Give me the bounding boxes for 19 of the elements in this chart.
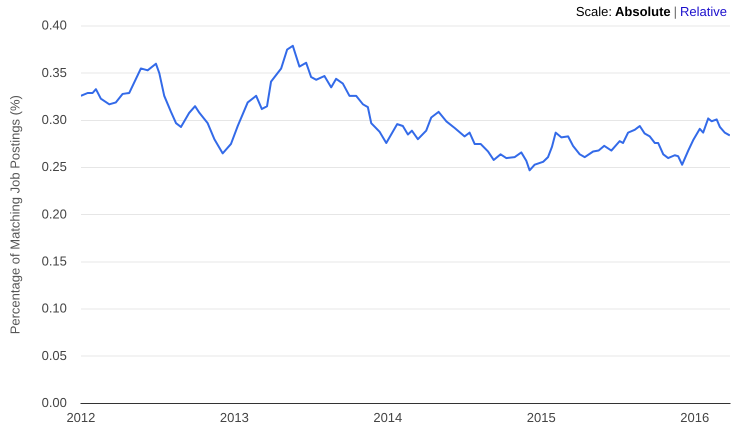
y-tick-label: 0.15: [42, 253, 67, 268]
x-tick-label: 2016: [680, 410, 710, 425]
y-tick-label: 0.30: [42, 112, 67, 127]
text: Relative: [680, 4, 727, 19]
x-tick-label: 2013: [220, 410, 249, 425]
x-tick-label: 2015: [526, 410, 556, 425]
y-tick-label: 0.00: [42, 394, 67, 410]
y-tick-label: 0.40: [42, 18, 67, 33]
y-tick-label: 0.35: [42, 64, 67, 80]
y-tick-label: 0.10: [42, 300, 67, 316]
y-axis-title: Percentage of Matching Job Postings (%): [7, 95, 22, 334]
text: Absolute: [615, 4, 671, 19]
x-tick-label: 2014: [373, 410, 402, 425]
x-tick-label: 2012: [66, 410, 96, 425]
text: |: [674, 4, 678, 19]
text: Scale:: [576, 4, 612, 19]
y-tick-label: 0.25: [42, 159, 67, 174]
y-tick-label: 0.05: [42, 348, 67, 363]
y-tick-label: 0.20: [42, 206, 67, 222]
